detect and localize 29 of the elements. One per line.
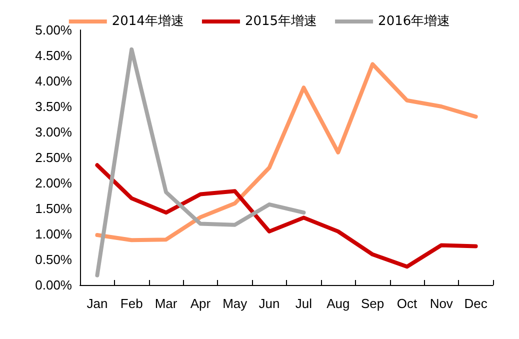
line-series bbox=[95, 47, 306, 278]
x-tick-label: Jun bbox=[258, 296, 280, 311]
line-series bbox=[95, 163, 478, 269]
x-tick-label: Feb bbox=[120, 296, 143, 311]
y-tick-label: 0.50% bbox=[35, 252, 72, 267]
legend-label: 2014年增速 bbox=[112, 14, 184, 29]
x-tick-label: Mar bbox=[154, 296, 178, 311]
legend-label: 2016年增速 bbox=[378, 14, 450, 29]
x-tick-label: Sep bbox=[360, 296, 384, 311]
x-tick-label: Jan bbox=[86, 296, 108, 311]
y-tick-label: 3.50% bbox=[35, 99, 72, 114]
line-series bbox=[95, 62, 478, 242]
legend-label: 2015年增速 bbox=[244, 14, 318, 29]
y-tick-label: 2.50% bbox=[35, 150, 72, 165]
y-tick-label: 3.00% bbox=[35, 124, 72, 140]
y-tick-label: 4.00% bbox=[35, 74, 72, 88]
x-tick-label: Apr bbox=[190, 296, 212, 311]
x-tick-label: May bbox=[222, 296, 248, 311]
y-tick-label: 2.00% bbox=[35, 176, 72, 190]
y-tick-label: 1.00% bbox=[35, 226, 72, 242]
x-tick-label: Nov bbox=[430, 296, 454, 311]
x-tick-label: Aug bbox=[326, 296, 350, 311]
y-tick-label: 0.00% bbox=[35, 278, 72, 292]
y-tick-label: 5.00% bbox=[35, 22, 72, 38]
y-tick-label: 4.50% bbox=[35, 48, 72, 63]
y-tick-label: 1.50% bbox=[35, 201, 72, 216]
x-tick-label: Jul bbox=[295, 296, 312, 311]
x-tick-label: Dec bbox=[464, 296, 488, 311]
x-tick-label: Oct bbox=[396, 296, 418, 311]
